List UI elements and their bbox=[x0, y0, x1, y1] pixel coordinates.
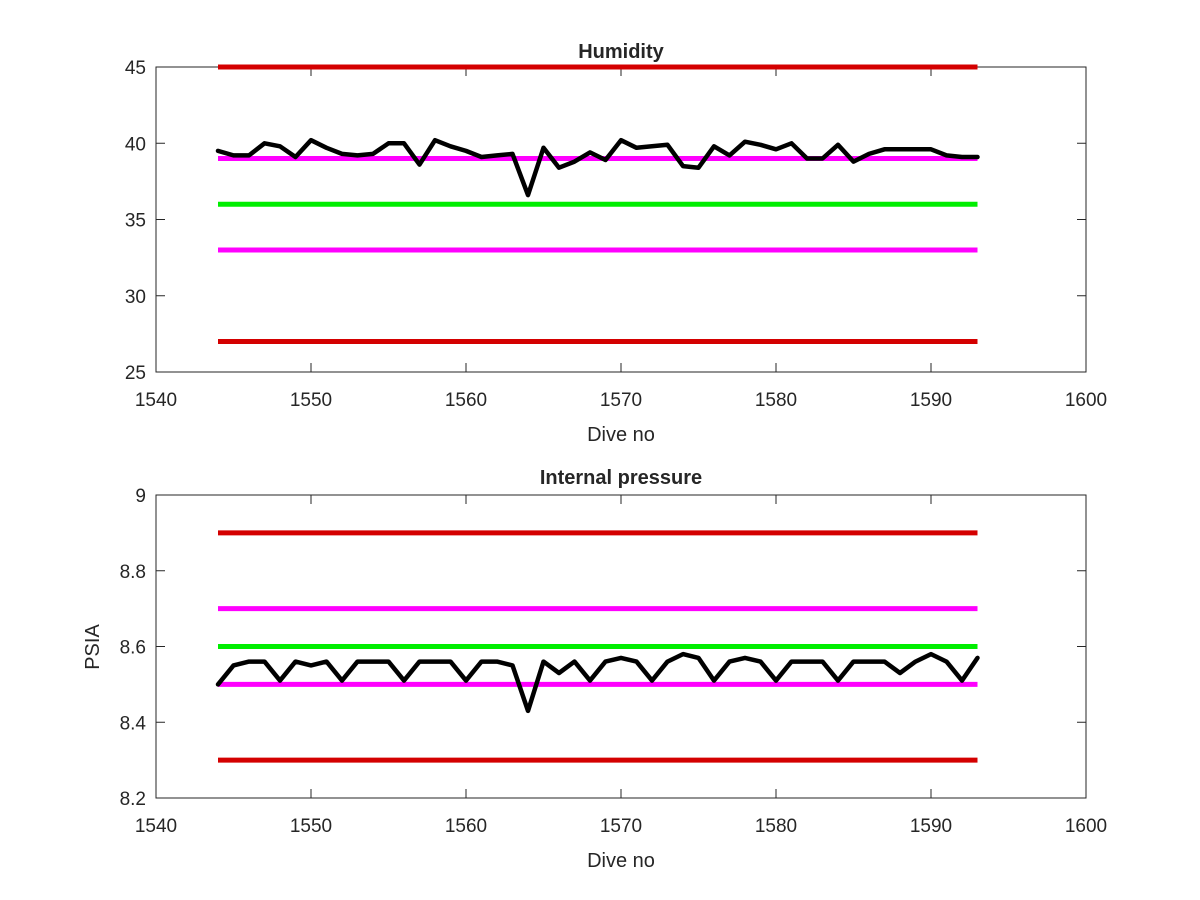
humidity-x-axis-label: Dive no bbox=[587, 424, 655, 446]
pressure-x-tick-label: 1600 bbox=[1065, 816, 1107, 837]
pressure-y-axis-label: PSIA bbox=[82, 624, 104, 670]
humidity-x-tick-label: 1570 bbox=[600, 390, 642, 411]
pressure-y-tick-label: 8.8 bbox=[120, 562, 146, 583]
humidity-y-tick-label: 25 bbox=[125, 363, 146, 384]
humidity-chart-title: Humidity bbox=[578, 41, 664, 63]
pressure-x-tick-label: 1570 bbox=[600, 816, 642, 837]
humidity-x-tick-label: 1580 bbox=[755, 390, 797, 411]
humidity-x-tick-label: 1550 bbox=[290, 390, 332, 411]
pressure-y-tick-label: 8.6 bbox=[120, 638, 146, 659]
humidity-x-tick-label: 1540 bbox=[135, 390, 177, 411]
pressure-x-tick-label: 1580 bbox=[755, 816, 797, 837]
humidity-data-line bbox=[215, 137, 980, 198]
humidity-y-tick-label: 30 bbox=[125, 287, 146, 308]
humidity-plot-area: 1540 1550 1560 1570 1580 1590 1600 25 30 35 40 45 bbox=[125, 58, 1107, 411]
pressure-x-tick-label: 1560 bbox=[445, 816, 487, 837]
humidity-x-tick-label: 1560 bbox=[445, 390, 487, 411]
internal-pressure-chart: Internal pressure Dive no PSIA 1540 1550 1… bbox=[82, 467, 1107, 872]
pressure-data-line bbox=[215, 651, 980, 714]
humidity-chart: Humidity Dive no 1540 1550 1560 1570 1580 159… bbox=[125, 41, 1107, 446]
pressure-x-tick-label: 1590 bbox=[910, 816, 952, 837]
pressure-chart-title: Internal pressure bbox=[540, 467, 702, 489]
pressure-x-tick-label: 1550 bbox=[290, 816, 332, 837]
humidity-x-tick-label: 1600 bbox=[1065, 390, 1107, 411]
pressure-y-tick-label: 9 bbox=[135, 486, 146, 507]
humidity-x-tick-label: 1590 bbox=[910, 390, 952, 411]
pressure-y-tick-label: 8.2 bbox=[120, 789, 146, 810]
humidity-y-tick-label: 45 bbox=[125, 58, 146, 79]
pressure-x-axis-label: Dive no bbox=[587, 850, 655, 872]
pressure-plot-area: 1540 1550 1560 1570 1580 1590 1600 8.2 8.4 8.6 8.8… bbox=[120, 486, 1108, 837]
humidity-y-tick-label: 40 bbox=[125, 134, 146, 155]
pressure-y-tick-label: 8.4 bbox=[120, 713, 147, 734]
pressure-x-tick-label: 1540 bbox=[135, 816, 177, 837]
humidity-y-tick-label: 35 bbox=[125, 211, 146, 232]
